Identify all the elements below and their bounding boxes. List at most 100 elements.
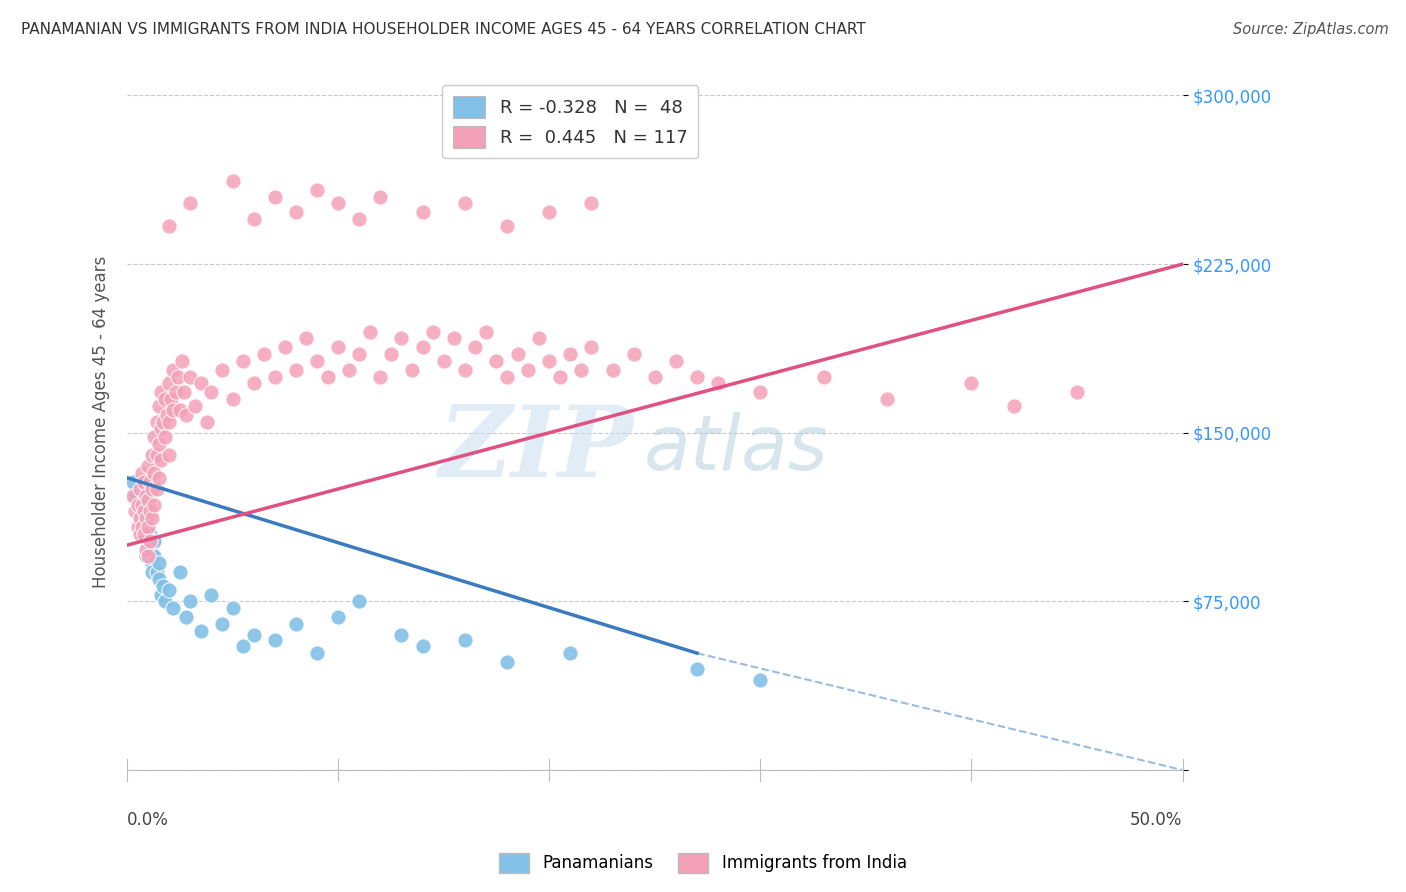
Point	[242, 376, 264, 391]
Point	[496, 655, 519, 669]
Point	[141, 511, 163, 525]
Point	[284, 363, 307, 377]
Point	[174, 610, 197, 624]
Point	[263, 369, 285, 384]
Point	[162, 601, 184, 615]
Point	[145, 482, 167, 496]
Point	[538, 205, 561, 219]
Point	[195, 415, 218, 429]
Point	[295, 331, 318, 345]
Text: atlas: atlas	[644, 412, 828, 486]
Point	[623, 347, 645, 361]
Point	[141, 556, 163, 570]
Point	[665, 353, 688, 368]
Point	[148, 471, 170, 485]
Point	[157, 219, 180, 233]
Point	[326, 340, 349, 354]
Point	[139, 475, 162, 490]
Point	[412, 640, 434, 654]
Point	[876, 392, 898, 406]
Point	[485, 353, 508, 368]
Point	[149, 385, 172, 400]
Point	[337, 363, 360, 377]
Point	[136, 511, 159, 525]
Point	[132, 504, 155, 518]
Point	[454, 363, 477, 377]
Point	[143, 533, 166, 548]
Point	[326, 610, 349, 624]
Point	[141, 448, 163, 462]
Point	[190, 624, 212, 638]
Point	[136, 493, 159, 508]
Legend: Panamanians, Immigrants from India: Panamanians, Immigrants from India	[492, 847, 914, 880]
Point	[136, 538, 159, 552]
Point	[128, 520, 150, 534]
Point	[686, 662, 709, 676]
Point	[128, 527, 150, 541]
Point	[143, 430, 166, 444]
Point	[602, 363, 624, 377]
Point	[263, 632, 285, 647]
Point	[145, 415, 167, 429]
Point	[145, 448, 167, 462]
Point	[368, 369, 391, 384]
Point	[135, 511, 157, 525]
Point	[454, 632, 477, 647]
Text: 0.0%: 0.0%	[127, 811, 169, 829]
Point	[153, 392, 176, 406]
Point	[211, 363, 233, 377]
Point	[391, 331, 413, 345]
Point	[156, 408, 179, 422]
Point	[527, 331, 550, 345]
Point	[464, 340, 486, 354]
Point	[412, 340, 434, 354]
Point	[122, 475, 145, 490]
Point	[165, 385, 187, 400]
Point	[131, 511, 153, 525]
Point	[136, 549, 159, 564]
Point	[143, 467, 166, 481]
Point	[139, 533, 162, 548]
Point	[347, 212, 370, 227]
Point	[152, 415, 174, 429]
Point	[749, 385, 772, 400]
Point	[128, 511, 150, 525]
Point	[179, 196, 201, 211]
Point	[149, 421, 172, 435]
Point	[581, 340, 603, 354]
Point	[160, 392, 183, 406]
Point	[132, 498, 155, 512]
Point	[132, 527, 155, 541]
Point	[548, 369, 571, 384]
Point	[644, 369, 666, 384]
Point	[359, 325, 381, 339]
Point	[127, 498, 149, 512]
Point	[274, 340, 297, 354]
Point	[141, 565, 163, 579]
Text: 50.0%: 50.0%	[1130, 811, 1182, 829]
Point	[412, 205, 434, 219]
Point	[242, 212, 264, 227]
Point	[179, 369, 201, 384]
Point	[153, 594, 176, 608]
Point	[232, 640, 254, 654]
Point	[124, 504, 146, 518]
Point	[391, 628, 413, 642]
Point	[960, 376, 983, 391]
Point	[183, 399, 205, 413]
Point	[305, 353, 328, 368]
Point	[139, 504, 162, 518]
Point	[132, 516, 155, 530]
Point	[149, 452, 172, 467]
Point	[124, 489, 146, 503]
Point	[347, 347, 370, 361]
Point	[581, 196, 603, 211]
Point	[127, 498, 149, 512]
Point	[454, 196, 477, 211]
Point	[135, 520, 157, 534]
Point	[496, 219, 519, 233]
Point	[131, 498, 153, 512]
Point	[284, 616, 307, 631]
Point	[253, 347, 276, 361]
Point	[560, 646, 582, 660]
